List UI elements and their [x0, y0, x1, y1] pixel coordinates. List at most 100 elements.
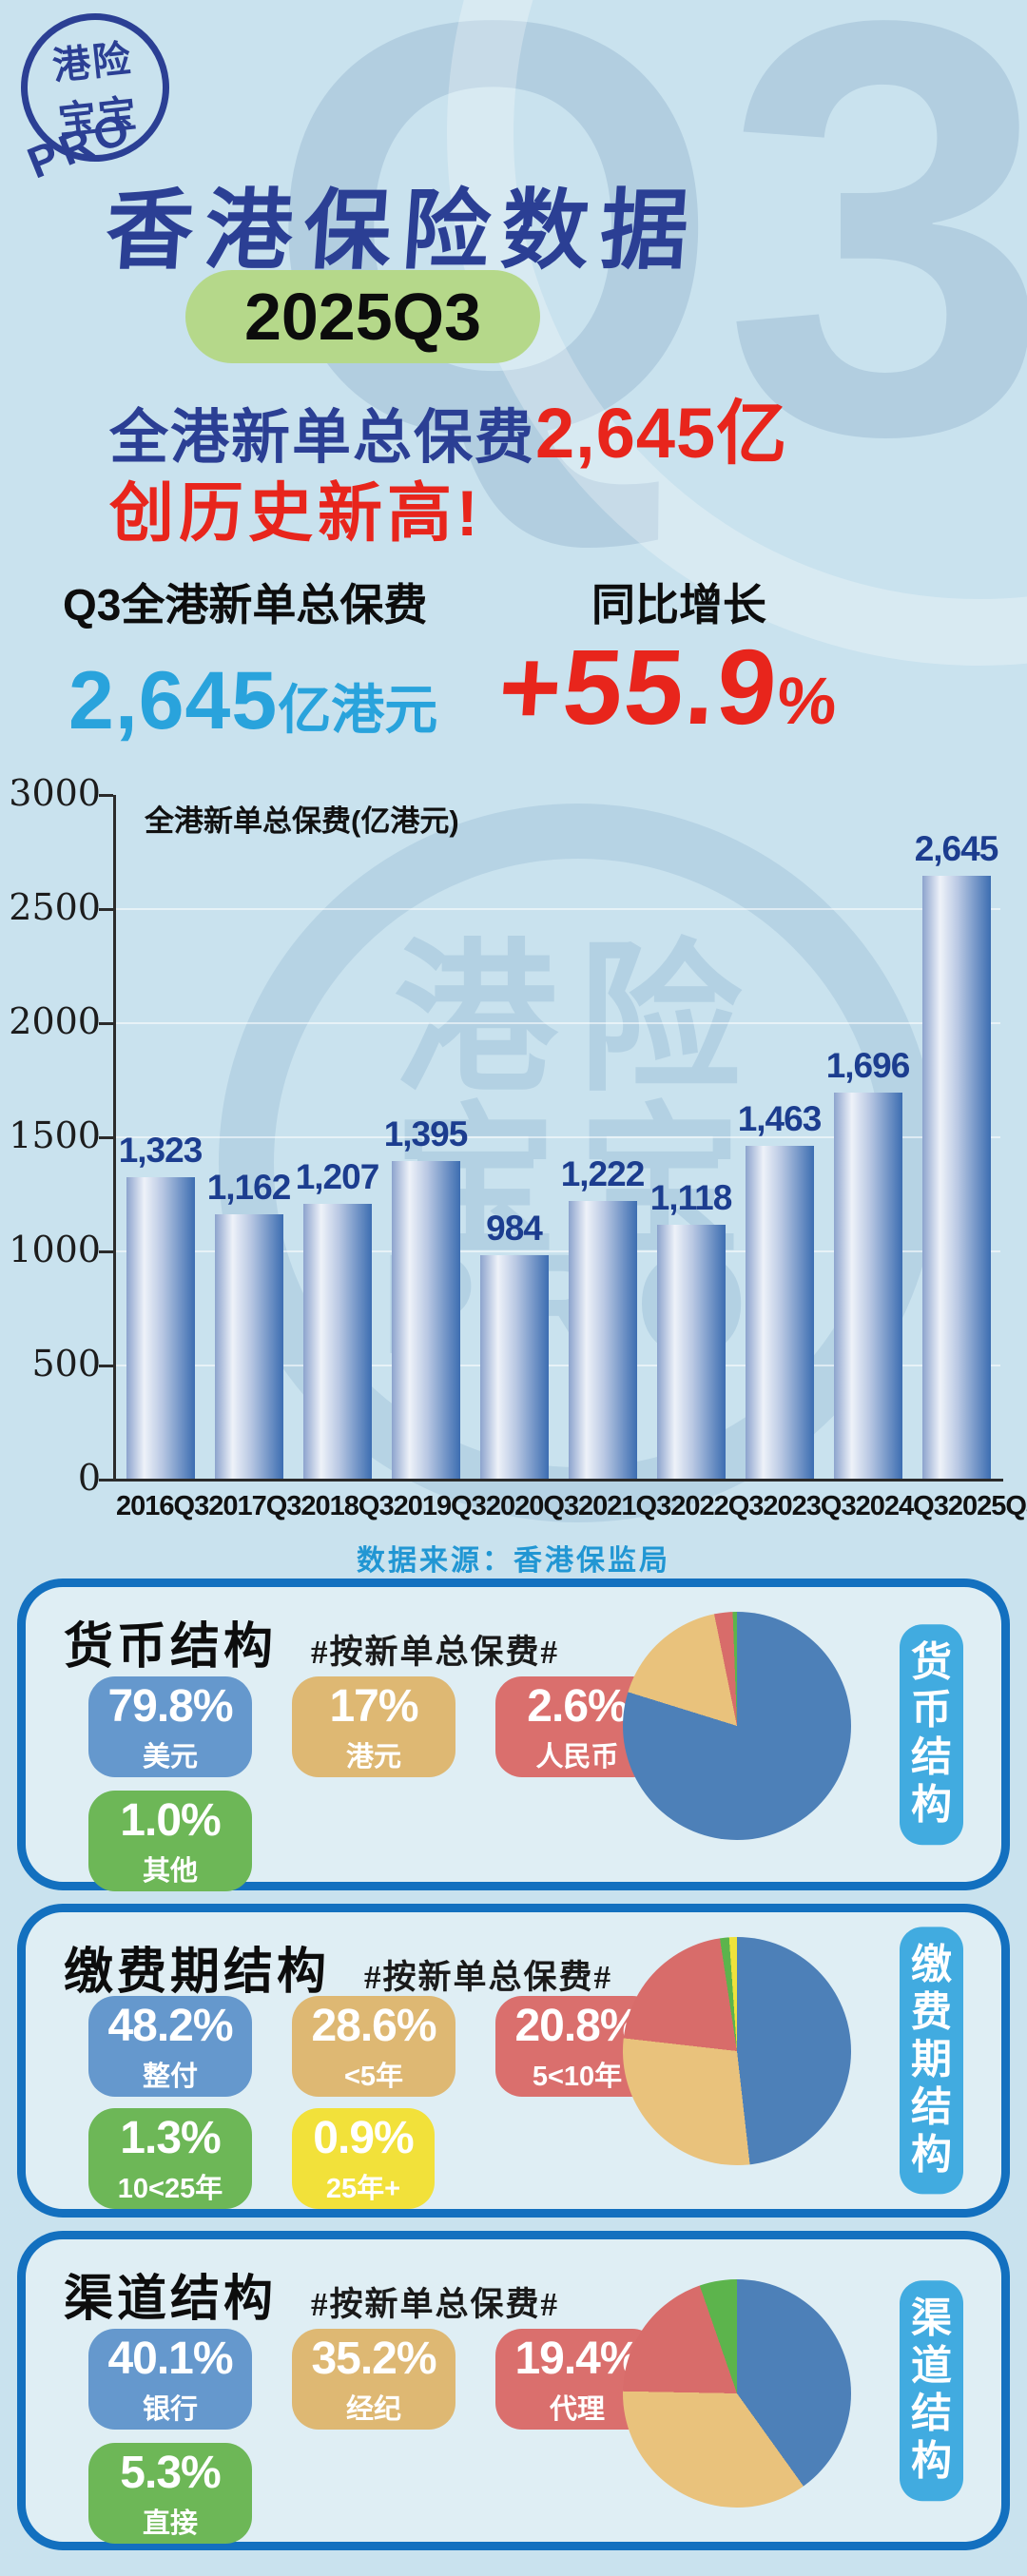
side-tab-char: 货 [911, 1639, 952, 1686]
side-tab-currency: 货币结构 [900, 1624, 963, 1845]
x-tick-label: 2021Q3 [578, 1491, 671, 1521]
bar-2020Q3 [479, 1255, 549, 1480]
bar-slot-2019Q3: 1,395 [381, 795, 470, 1480]
stat-left-label: Q3全港新单总保费 [63, 580, 428, 629]
bar-slot-2024Q3: 1,696 [824, 795, 912, 1480]
pie-chart-currency [623, 1612, 851, 1840]
bar-value-label: 1,207 [295, 1157, 380, 1196]
badge-label: 经纪 [345, 2393, 401, 2425]
badge-value: 17% [329, 1680, 418, 1732]
badge-value: 0.9% [313, 2112, 414, 2163]
side-tab-char: 币 [911, 1687, 952, 1733]
side-tab-char: 费 [911, 1989, 952, 2036]
bar-value-label: 1,162 [206, 1168, 292, 1207]
chart-watermark-line1: 港险 [394, 928, 763, 1111]
y-tick-mark [99, 1136, 113, 1139]
y-tick-label: 500 [31, 1343, 101, 1385]
bar-2017Q3 [214, 1214, 283, 1480]
bar-value-label: 984 [486, 1209, 543, 1248]
badge-label: 银行 [142, 2393, 198, 2425]
badge-label: 港元 [345, 1741, 401, 1772]
x-tick-label: 2020Q3 [485, 1491, 579, 1521]
x-tick-label: 2025Q3 [947, 1491, 1027, 1521]
x-tick-label: 2016Q3 [116, 1491, 209, 1521]
badge-25yplus: 0.9% 25年+ [292, 2108, 435, 2209]
bar-2024Q3 [833, 1093, 902, 1480]
badge-usd: 79.8% 美元 [88, 1676, 252, 1777]
y-tick-mark [99, 1479, 113, 1482]
section-header: 渠道结构 #按新单总保费# [26, 2239, 1001, 2330]
badge-label: <5年 [343, 2061, 404, 2092]
badge-label: 直接 [142, 2508, 198, 2539]
bar-slot-2021Q3: 1,222 [558, 795, 647, 1480]
badge-value: 35.2% [311, 2333, 436, 2384]
badge-other: 1.0% 其他 [88, 1791, 252, 1891]
bar-value-label: 1,463 [737, 1099, 823, 1138]
bar-value-label: 1,222 [560, 1154, 646, 1193]
page-title: 香港保险数据 [102, 183, 703, 280]
side-tab-char: 结 [911, 2083, 952, 2130]
x-tick-label: 2022Q3 [670, 1491, 764, 1521]
section-header: 缴费期结构 #按新单总保费# [26, 1912, 1001, 2003]
badge-label: 人民币 [535, 1741, 619, 1772]
x-tick-label: 2023Q3 [763, 1491, 856, 1521]
badge-value: 5.3% [120, 2447, 221, 2498]
headline-value: 2,645亿 [535, 394, 788, 473]
section-header: 货币结构 #按新单总保费# [26, 1587, 1001, 1677]
y-tick-mark [99, 908, 113, 911]
badge-label: 美元 [142, 1741, 198, 1772]
bar-slot-2020Q3: 984 [470, 795, 558, 1480]
badge-label: 10<25年 [117, 2173, 223, 2204]
x-tick-label: 2017Q3 [208, 1491, 301, 1521]
gridline [116, 1365, 1000, 1366]
y-axis-line [113, 795, 116, 1482]
section-panel-channel: 渠道结构 #按新单总保费# 40.1% 银行 35.2% 经纪 19.4% 代理 5.3% 直… [17, 2231, 1010, 2550]
chart-title: 全港新单总保费(亿港元) [145, 804, 459, 838]
side-tab-char: 期 [911, 2037, 952, 2083]
x-tick-label: 2024Q3 [855, 1491, 949, 1521]
bar-value-label: 1,395 [383, 1114, 469, 1153]
stat-right-label: 同比增长 [591, 580, 766, 629]
headline-prefix: 全港新单总保费 [109, 405, 536, 471]
section-panel-currency: 货币结构 #按新单总保费# 79.8% 美元 17% 港元 2.6% 人民币 1.0% 其他 … [17, 1579, 1010, 1891]
badge-value: 48.2% [107, 2000, 233, 2051]
data-source: 数据来源：香港保监局 [357, 1545, 670, 1577]
badge-value: 19.4% [514, 2333, 640, 2384]
percent-sign: % [774, 664, 840, 738]
side-tab-char: 构 [911, 2131, 952, 2178]
section-panel-payment-term: 缴费期结构 #按新单总保费# 48.2% 整付 28.6% <5年 20.8% 5<10年… [17, 1904, 1010, 2218]
x-tick-label: 2018Q3 [300, 1491, 394, 1521]
stat-left-unit: 亿港元 [278, 680, 438, 740]
badge-value: 1.3% [120, 2112, 221, 2163]
bar-slot-2018Q3: 1,207 [293, 795, 381, 1480]
headline: 全港新单总保费 2,645亿 [109, 377, 787, 478]
bars-area: 1,323 1,162 1,207 1,395 984 1,222 1,118 1,463 1,… [116, 795, 1000, 1480]
side-tab-char: 道 [911, 2343, 952, 2390]
badge-value: 1.0% [120, 1794, 221, 1846]
y-tick-label: 2000 [9, 1000, 101, 1042]
bar-2021Q3 [568, 1201, 637, 1480]
badge-single-pay: 48.2% 整付 [88, 1996, 252, 2097]
badge-bank: 40.1% 银行 [88, 2329, 252, 2430]
side-tab-char: 构 [911, 2437, 952, 2484]
y-tick-label: 3000 [9, 772, 101, 814]
bar-value-label: 1,696 [825, 1046, 911, 1085]
bar-2025Q3 [921, 876, 991, 1480]
badge-lt5y: 28.6% <5年 [292, 1996, 455, 2097]
badge-label: 其他 [142, 1855, 198, 1887]
bar-2023Q3 [745, 1146, 814, 1480]
gridline [116, 1136, 1000, 1138]
bar-chart: 港险 宝宝 PRO 全港新单总保费(亿港元) 30002500200015001… [0, 751, 1027, 1577]
bar-slot-2022Q3: 1,118 [647, 795, 735, 1480]
stat-left-number: 2,645 [68, 655, 279, 746]
stat-left-value: 2,645 亿港元 [68, 654, 437, 748]
x-axis-labels: 2016Q3 2017Q3 2018Q3 2019Q3 2020Q3 2021Q3 2022… [116, 1491, 1027, 1522]
bar-value-label: 2,645 [914, 829, 999, 868]
side-tab-payment-term: 缴费期结构 [900, 1927, 963, 2195]
pie-chart-channel [623, 2279, 851, 2508]
quarter-badge: 2025Q3 [185, 270, 540, 363]
stat-right-number: +55.9 [494, 628, 783, 746]
badge-value: 20.8% [514, 2000, 640, 2051]
section-title: 缴费期结构 [64, 1945, 331, 2000]
